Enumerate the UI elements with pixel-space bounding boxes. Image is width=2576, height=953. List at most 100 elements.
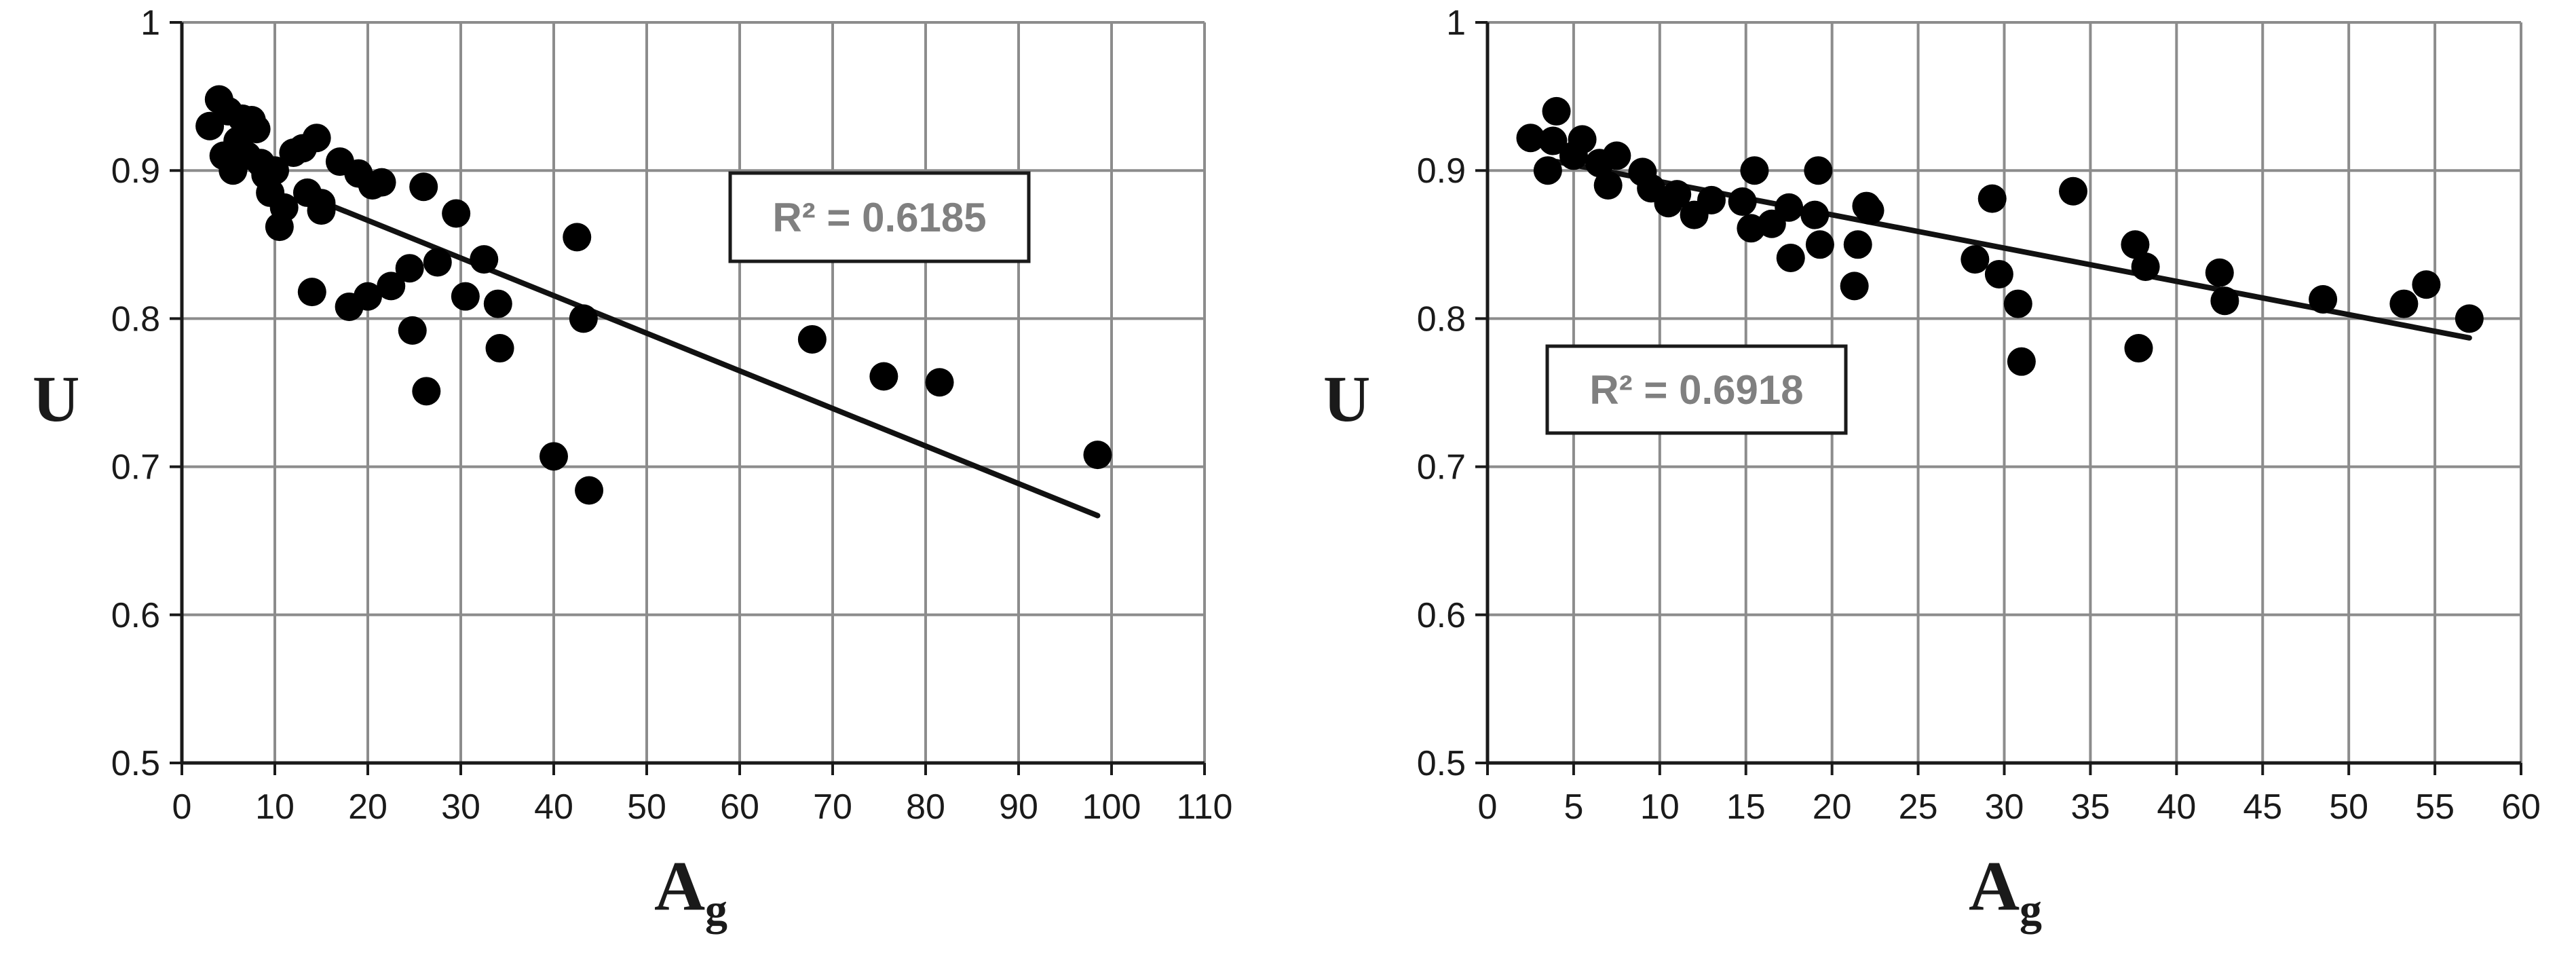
data-point: [1843, 230, 1872, 259]
x-tick-label: 50: [627, 787, 666, 827]
data-point: [297, 278, 326, 307]
data-point: [1533, 156, 1562, 185]
data-point: [925, 368, 954, 397]
data-point: [2131, 253, 2160, 282]
data-point: [2205, 258, 2234, 287]
y-tick-label: 0.9: [1417, 151, 1466, 191]
x-tick-label: 50: [2329, 787, 2368, 827]
y-tick-label: 0.5: [1417, 744, 1466, 783]
data-point: [307, 189, 336, 218]
y-tick-label: 0.6: [1417, 596, 1466, 635]
data-point: [1568, 125, 1597, 154]
x-tick-label: 30: [1985, 787, 2024, 827]
y-tick-label: 0.8: [1417, 299, 1466, 339]
r-squared-label: R² = 0.6918: [1589, 367, 1803, 413]
y-tick-label: 0.6: [111, 596, 160, 635]
data-point: [261, 156, 289, 185]
x-tick-label: 60: [720, 787, 759, 827]
y-tick-label: 0.9: [111, 151, 160, 191]
data-point: [1728, 187, 1757, 217]
data-point: [398, 316, 427, 345]
x-tick-label: 80: [906, 787, 945, 827]
data-point: [1840, 272, 1869, 301]
data-point: [302, 124, 331, 153]
y-tick-label: 0.8: [111, 299, 160, 339]
x-tick-label: 40: [534, 787, 573, 827]
trendline: [318, 199, 1101, 519]
data-point: [423, 248, 452, 277]
x-tick-label: 40: [2157, 787, 2196, 827]
chart-1: 0 10 20 30 40 50 60 70 80 90 100 110 0.5 0.6 0.7 0.8 0.9…: [33, 3, 1232, 935]
x-tick-label: 0: [1478, 787, 1498, 827]
data-point: [2059, 176, 2088, 206]
x-tick-label: 0: [172, 787, 192, 827]
data-point: [575, 476, 604, 505]
data-point: [869, 362, 898, 391]
data-point: [1775, 193, 1804, 222]
data-point: [1804, 156, 1833, 185]
data-point: [797, 324, 827, 354]
r-squared-box: [728, 171, 1031, 263]
data-point: [1740, 156, 1769, 185]
data-point: [451, 282, 480, 311]
data-point: [1663, 180, 1692, 209]
data-point: [409, 172, 438, 202]
y-tick-label: 0.7: [1417, 448, 1466, 487]
x-axis-title: Ag: [1969, 847, 2042, 935]
data-point: [470, 245, 499, 274]
data-point: [569, 304, 598, 333]
x-tick-label: 110: [1177, 787, 1233, 827]
chart-2: 0 5 10 15 20 25 30 35 40 45 50 55 60 0.5 0.6 0.7 0.8 0.9 1…: [1323, 3, 2541, 935]
data-point: [377, 272, 406, 301]
data-point: [539, 442, 568, 471]
y-tick-label: 0.7: [111, 448, 160, 487]
data-point: [1593, 171, 1623, 200]
data-point: [1805, 230, 1834, 259]
data-point: [2412, 270, 2441, 299]
data-point: [412, 377, 441, 406]
data-point: [2124, 334, 2153, 363]
data-point: [2210, 286, 2239, 316]
data-point: [1083, 441, 1112, 470]
data-point: [354, 282, 382, 311]
data-point: [485, 334, 514, 363]
x-tick-label: 60: [2501, 787, 2541, 827]
data-point: [1984, 259, 2013, 288]
x-tick-label: 55: [2415, 787, 2455, 827]
x-tick-label: 10: [1640, 787, 1680, 827]
x-tick-label: 30: [441, 787, 480, 827]
x-tick-label: 10: [255, 787, 295, 827]
data-point: [1977, 184, 2007, 213]
x-axis-title: Ag: [654, 847, 727, 935]
x-tick-label: 100: [1082, 787, 1141, 827]
x-tick-label: 90: [999, 787, 1038, 827]
data-point: [1961, 245, 1990, 274]
data-point: [2455, 304, 2484, 333]
x-tick-label: 20: [348, 787, 387, 827]
data-point: [2007, 347, 2036, 376]
data-point: [2309, 285, 2338, 314]
data-point: [2121, 230, 2150, 259]
data-point: [1516, 124, 1545, 153]
data-point: [483, 289, 512, 318]
data-point: [2003, 289, 2032, 318]
x-tick-label: 15: [1726, 787, 1766, 827]
data-point: [1855, 196, 1884, 225]
y-axis-title: U: [33, 362, 79, 435]
data-points: [195, 85, 1112, 505]
data-point: [563, 223, 592, 252]
y-tick-label: 0.5: [111, 744, 160, 783]
data-point: [1776, 243, 1805, 272]
data-point: [1800, 200, 1830, 229]
x-tick-label: 5: [1564, 787, 1583, 827]
x-tick-label: 20: [1813, 787, 1852, 827]
data-point: [395, 254, 424, 283]
data-point: [1697, 185, 1726, 214]
data-point: [269, 193, 299, 222]
x-tick-label: 70: [813, 787, 852, 827]
data-point: [2389, 289, 2419, 318]
y-tick-label: 1: [140, 3, 160, 43]
data-point: [1542, 96, 1571, 126]
r-squared-box: [1545, 344, 1848, 435]
